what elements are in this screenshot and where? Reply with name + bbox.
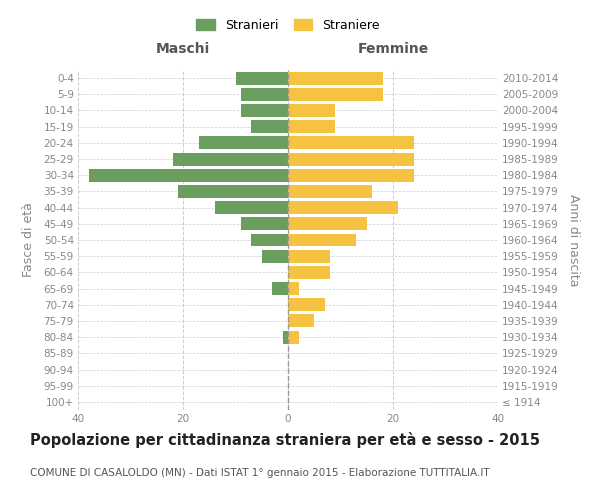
Bar	[241, 104, 288, 117]
Bar	[262, 250, 288, 262]
Bar	[288, 185, 372, 198]
Bar	[288, 201, 398, 214]
Text: Femmine: Femmine	[358, 42, 428, 56]
Bar	[173, 152, 288, 166]
Bar	[288, 169, 414, 181]
Bar	[215, 201, 288, 214]
Legend: Stranieri, Straniere: Stranieri, Straniere	[193, 15, 383, 36]
Bar	[288, 152, 414, 166]
Bar	[288, 234, 356, 246]
Bar	[251, 234, 288, 246]
Bar	[288, 218, 367, 230]
Y-axis label: Anni di nascita: Anni di nascita	[567, 194, 580, 286]
Text: COMUNE DI CASALOLDO (MN) - Dati ISTAT 1° gennaio 2015 - Elaborazione TUTTITALIA.: COMUNE DI CASALOLDO (MN) - Dati ISTAT 1°…	[30, 468, 490, 477]
Y-axis label: Fasce di età: Fasce di età	[22, 202, 35, 278]
Bar	[288, 282, 299, 295]
Bar	[283, 330, 288, 344]
Bar	[235, 72, 288, 85]
Bar	[178, 185, 288, 198]
Bar	[251, 120, 288, 133]
Bar	[288, 104, 335, 117]
Bar	[288, 72, 383, 85]
Bar	[241, 88, 288, 101]
Text: Popolazione per cittadinanza straniera per età e sesso - 2015: Popolazione per cittadinanza straniera p…	[30, 432, 540, 448]
Bar	[288, 298, 325, 311]
Bar	[272, 282, 288, 295]
Bar	[288, 314, 314, 328]
Bar	[288, 250, 330, 262]
Bar	[199, 136, 288, 149]
Bar	[288, 136, 414, 149]
Bar	[288, 88, 383, 101]
Bar	[88, 169, 288, 181]
Text: Maschi: Maschi	[156, 42, 210, 56]
Bar	[288, 330, 299, 344]
Bar	[288, 266, 330, 279]
Bar	[241, 218, 288, 230]
Bar	[288, 120, 335, 133]
